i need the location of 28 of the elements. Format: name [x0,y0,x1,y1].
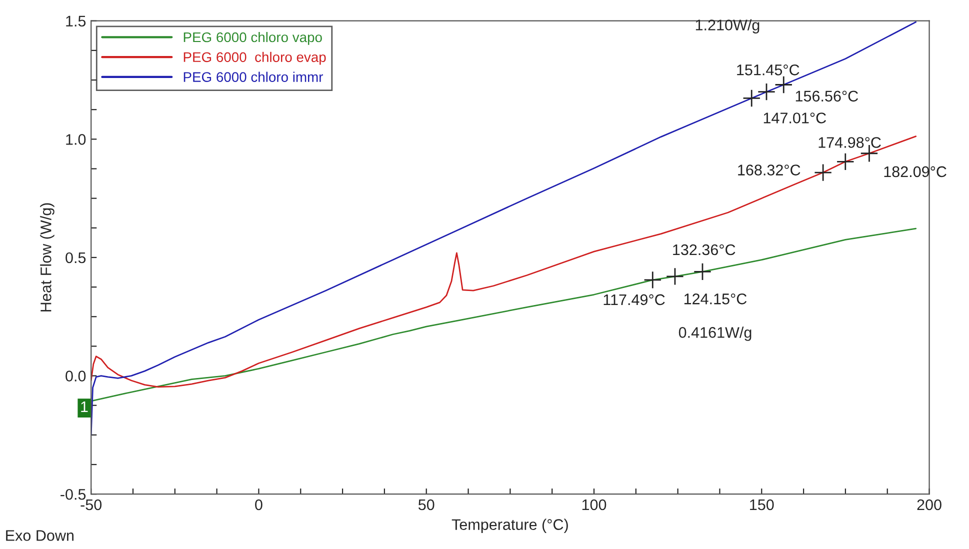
y-tick-label: -0.5 [60,488,86,500]
annotation: 1.210W/g [696,19,760,34]
annotation: 0.4161W/g [678,326,752,341]
legend-label: PEG 6000 chloro vapo [184,32,322,45]
legend-label: PEG 6000 chloro evap [184,52,326,65]
y-tick-label: 0.0 [66,370,86,382]
x-tick-label: 0 [255,499,262,510]
annotation: 1 [81,401,88,412]
x-axis-title: Temperature (°C) [452,518,568,533]
annotation: 151.45°C [737,64,800,76]
y-tick-label: 0.5 [66,252,86,264]
x-tick-label: 100 [582,499,606,510]
y-axis-title: Heat Flow (W/g) [40,203,54,312]
y-tick-label: 1.0 [66,134,86,145]
text: Exo Down [6,530,74,541]
x-tick-label: 150 [750,499,774,510]
x-tick-label: 50 [418,499,434,510]
y-tick-label: 1.5 [66,16,86,27]
annotation: 117.49°C [604,294,665,306]
legend-label: PEG 6000 chloro immr [184,72,324,82]
annotation: 124.15°C [684,294,747,304]
x-tick-label: -50 [80,499,102,510]
annotation: 132.36°C [673,244,736,256]
annotation: 156.56°C [796,90,858,102]
annotation: 168.32°C [738,164,800,176]
annotation: 147.01°C [764,112,826,124]
annotation: 174.98°C [818,137,881,148]
x-tick-label: 200 [917,499,942,510]
